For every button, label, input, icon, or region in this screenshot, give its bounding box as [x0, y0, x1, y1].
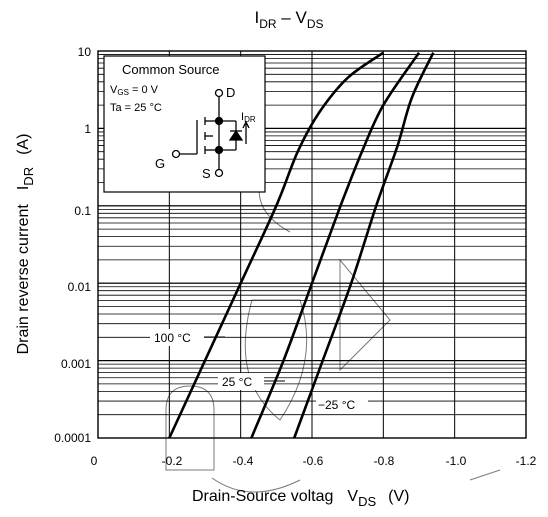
x-tick-label: -0.2: [162, 454, 183, 468]
x-axis-label: Drain-Source voltag VDS (V): [192, 488, 409, 509]
series-label-25c: 25 °C: [222, 375, 252, 389]
inset-vgs: VGS = 0 V: [110, 84, 159, 97]
x-tick-labels: 0 -0.2 -0.4 -0.6 -0.8 -1.0 -1.2: [91, 454, 537, 468]
series-line-1: [250, 51, 421, 439]
series-line-2: [292, 52, 435, 439]
svg-text:Drain reverse currentIDR(A): Drain reverse currentIDR(A): [15, 134, 36, 355]
series-group: [168, 51, 435, 439]
y-tick-label: 1: [84, 122, 91, 136]
y-tick-label: 0.0001: [54, 431, 91, 445]
y-axis-label: Drain reverse currentIDR(A): [15, 134, 36, 355]
y-tick-label: 0.01: [68, 280, 92, 294]
inset-label-d: D: [226, 85, 235, 100]
inset-label-idr: IDR: [241, 111, 256, 124]
x-tick-label: -1.0: [446, 454, 467, 468]
x-tick-label: -1.2: [516, 454, 537, 468]
series-label-m25c: −25 °C: [318, 398, 355, 412]
inset-label-s: S: [202, 166, 211, 181]
series-label-100c: 100 °C: [154, 331, 191, 345]
grid: [98, 51, 526, 438]
y-tick-label: 0.1: [74, 204, 91, 218]
x-tick-label: -0.4: [233, 454, 254, 468]
y-tick-label: 10: [78, 45, 92, 59]
chart-title: IDR – VDS: [255, 8, 324, 31]
inset-circuit: Common Source VGS = 0 V Ta = 25 °C: [103, 55, 266, 193]
mosfet-symbol: [171, 88, 250, 178]
x-tick-label: -0.6: [303, 454, 324, 468]
inset-ta: Ta = 25 °C: [110, 102, 162, 114]
series-line-0: [168, 51, 385, 439]
x-tick-label: 0: [91, 454, 98, 468]
series-labels: 100 °C 25 °C −25 °C: [150, 329, 368, 413]
x-tick-label: -0.8: [374, 454, 395, 468]
plot-frame: [97, 50, 527, 439]
inset-title: Common Source: [122, 62, 220, 77]
inset-label-g: G: [155, 156, 165, 171]
y-tick-labels: 10 1 0.1 0.01 0.001 0.0001: [54, 45, 91, 445]
y-tick-label: 0.001: [61, 357, 91, 371]
